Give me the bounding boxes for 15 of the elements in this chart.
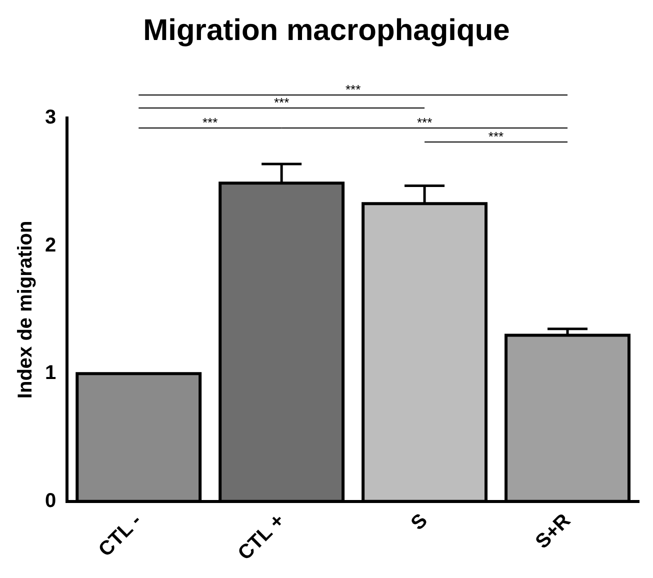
y-tick-label: 2 xyxy=(45,234,56,256)
y-axis-title: Index de migration xyxy=(14,220,37,399)
text: *** xyxy=(274,95,290,110)
chart-title: Migration macrophagique xyxy=(142,14,511,48)
text: *** xyxy=(345,82,361,98)
annotation: *** xyxy=(488,129,504,144)
y-tick-label: 3 xyxy=(45,106,56,129)
x-tick-label: CTL + xyxy=(234,510,290,565)
x-tick-label: CTL - xyxy=(94,510,146,562)
y-tick-label: 0 xyxy=(45,490,56,512)
y-tick-label: 1 xyxy=(45,362,56,384)
x-tick-label: S+R xyxy=(531,509,576,554)
annotation: *** xyxy=(202,115,218,130)
x-tick-label: S xyxy=(406,510,432,535)
annotation: *** xyxy=(416,115,432,130)
